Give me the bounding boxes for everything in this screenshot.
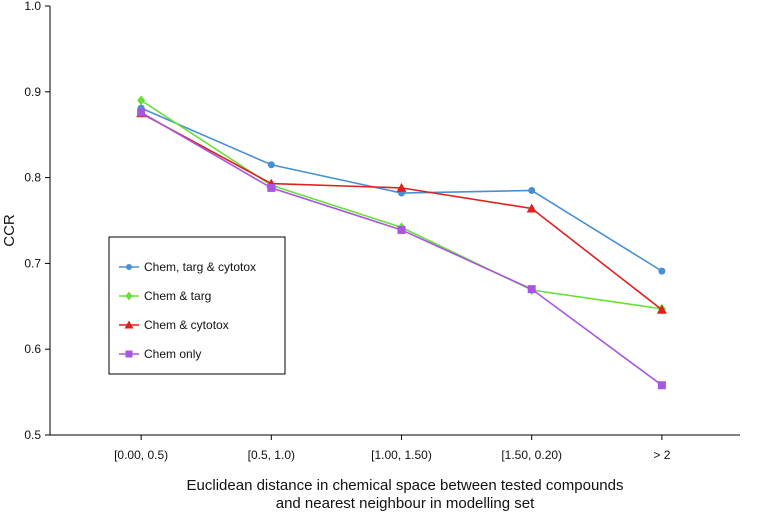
x-axis-title-line: and nearest neighbour in modelling set — [276, 495, 535, 512]
x-tick-label: [0.00, 0.5) — [114, 448, 168, 462]
x-tick-label: [0.5, 1.0) — [248, 448, 295, 462]
y-tick-label: 0.6 — [24, 342, 41, 356]
legend-marker — [126, 264, 132, 270]
x-tick-label: [1.50, 0.20) — [501, 448, 562, 462]
series-3 — [137, 108, 666, 390]
data-point — [658, 267, 666, 275]
legend-label: Chem, targ & cytotox — [144, 260, 256, 274]
y-tick-label: 0.8 — [24, 171, 41, 185]
legend-label: Chem & cytotox — [144, 318, 229, 332]
x-tick-label: > 2 — [653, 448, 670, 462]
y-tick-label: 0.5 — [24, 428, 41, 442]
legend-item: Chem & cytotox — [119, 318, 229, 332]
data-point — [528, 186, 536, 194]
data-point — [267, 161, 275, 169]
y-axis-title: CCR — [1, 214, 18, 247]
y-tick-label: 0.7 — [24, 256, 41, 270]
legend-item: Chem & targ — [119, 289, 211, 303]
legend-marker — [125, 350, 133, 358]
legend: Chem, targ & cytotox Chem & targ Chem & cy… — [108, 236, 286, 375]
legend-item: Chem, targ & cytotox — [119, 260, 256, 274]
series-layer — [136, 95, 667, 390]
legend-marker — [124, 320, 134, 329]
y-tick-label: 1.0 — [24, 0, 41, 13]
data-point — [137, 95, 146, 106]
data-point — [396, 182, 407, 192]
x-tick-label: [1.00, 1.50) — [371, 448, 432, 462]
axes: 0.5 0.6 0.7 0.8 0.9 1.0 [0.00, 0.5) [0.5, 1.0) [… — [1, 0, 740, 512]
data-point — [397, 225, 406, 234]
data-point — [526, 203, 537, 213]
data-point — [137, 108, 146, 117]
data-point — [656, 304, 667, 314]
legend-marker — [125, 291, 133, 301]
legend-label: Chem & targ — [144, 289, 211, 303]
x-axis-title-line: Euclidean distance in chemical space bet… — [187, 477, 624, 494]
data-point — [527, 285, 536, 294]
legend-item: Chem only — [119, 347, 201, 361]
data-point — [657, 381, 666, 390]
legend-label: Chem only — [144, 347, 201, 361]
data-point — [267, 183, 276, 192]
y-tick-label: 0.9 — [24, 85, 41, 99]
legend-box — [108, 236, 286, 375]
